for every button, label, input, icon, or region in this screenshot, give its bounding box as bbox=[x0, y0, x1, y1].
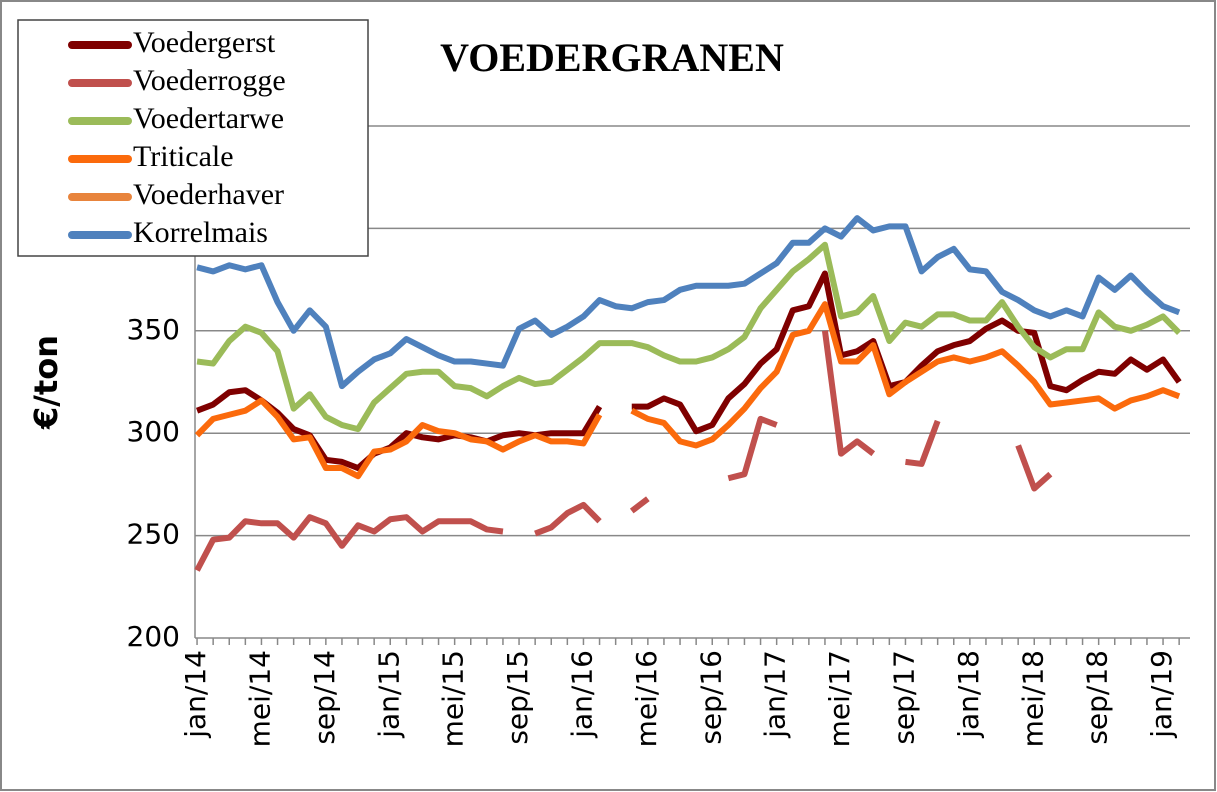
y-tick-label: 300 bbox=[127, 415, 180, 448]
x-tick-label: jan/16 bbox=[565, 650, 598, 739]
y-axis-label: €/ton bbox=[27, 335, 65, 430]
series-line bbox=[194, 301, 1181, 480]
legend: Voedergerst Voederrogge Voedertarwe Tritica… bbox=[17, 19, 369, 257]
x-tick-label: jan/15 bbox=[372, 650, 405, 739]
y-tick-label: 250 bbox=[127, 518, 180, 551]
series-line bbox=[196, 215, 1181, 390]
legend-label: Voedertarwe bbox=[133, 102, 284, 135]
chart-title: VOEDERGRANEN bbox=[440, 35, 784, 80]
legend-label: Triticale bbox=[133, 140, 234, 173]
x-tick-label: mei/17 bbox=[823, 650, 856, 747]
y-tick-label: 350 bbox=[127, 313, 180, 346]
x-tick-label: sep/18 bbox=[1081, 650, 1114, 745]
x-tick-label: mei/15 bbox=[437, 650, 470, 747]
x-tick-label: jan/18 bbox=[952, 650, 985, 739]
legend-label: Korrelmais bbox=[133, 216, 268, 249]
x-tick-label: jan/17 bbox=[759, 650, 792, 739]
legend-label: Voedergerst bbox=[133, 26, 276, 59]
x-tick-label: sep/17 bbox=[887, 650, 920, 745]
x-tick-label: jan/14 bbox=[179, 650, 212, 739]
x-tick-label: sep/15 bbox=[501, 650, 534, 745]
x-tick-label: jan/19 bbox=[1145, 650, 1178, 739]
x-tick-label: sep/14 bbox=[308, 650, 341, 745]
legend-box bbox=[17, 19, 369, 257]
y-tick-label: 200 bbox=[127, 620, 180, 653]
x-tick-label: mei/14 bbox=[243, 650, 276, 747]
series-line bbox=[194, 330, 1053, 572]
x-tick-label: mei/16 bbox=[630, 650, 663, 747]
legend-label: Voederrogge bbox=[133, 64, 286, 97]
x-tick-label: sep/16 bbox=[694, 650, 727, 745]
series-line bbox=[196, 241, 1182, 433]
x-tick-label: mei/18 bbox=[1016, 650, 1049, 747]
legend-label: Voederhaver bbox=[133, 178, 284, 211]
